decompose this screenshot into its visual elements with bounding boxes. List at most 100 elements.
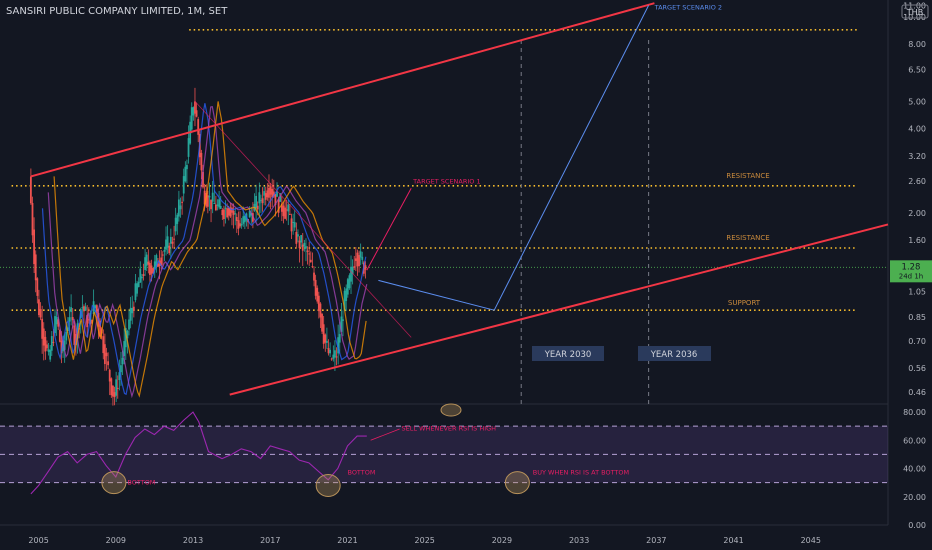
candle-body bbox=[29, 176, 32, 204]
candle-body bbox=[66, 327, 69, 332]
rsi-tick-label: 40.00 bbox=[903, 465, 926, 474]
candle-body bbox=[36, 278, 39, 296]
trend-channel_lower bbox=[229, 223, 889, 396]
candle-body bbox=[124, 328, 127, 348]
candle-body bbox=[108, 369, 111, 382]
moving-average-line bbox=[41, 103, 367, 396]
candle-body bbox=[149, 262, 151, 275]
candle-body bbox=[293, 222, 296, 228]
candle-body bbox=[300, 235, 303, 243]
candle-body bbox=[129, 307, 132, 321]
candle-body bbox=[279, 193, 282, 202]
decline-diagonal-line bbox=[194, 101, 412, 338]
candle-body bbox=[221, 209, 224, 216]
rsi-tick-label: 80.00 bbox=[903, 408, 926, 417]
candle-body bbox=[192, 107, 195, 116]
candle-body bbox=[186, 165, 188, 170]
candle-body bbox=[49, 349, 52, 360]
candle-body bbox=[50, 336, 53, 351]
candle-body bbox=[317, 295, 320, 312]
scenario-2-path bbox=[378, 5, 650, 311]
chart-title: SANSIRI PUBLIC COMPANY LIMITED, 1M, SET bbox=[6, 6, 228, 17]
candle-body bbox=[219, 205, 222, 209]
candle-body bbox=[216, 204, 219, 206]
candle-body bbox=[99, 320, 101, 337]
candle-body bbox=[160, 257, 163, 266]
year-2030-label: YEAR 2030 bbox=[544, 350, 592, 360]
candle-body bbox=[208, 195, 211, 198]
candle-body bbox=[327, 348, 330, 354]
price-tick-label: 0.70 bbox=[908, 337, 926, 346]
price-tick-label: 0.56 bbox=[908, 364, 926, 373]
candle-body bbox=[343, 290, 346, 311]
moving-average-line bbox=[47, 106, 368, 399]
candle-body bbox=[329, 349, 332, 354]
candle-body bbox=[147, 261, 150, 265]
candle-body bbox=[179, 205, 182, 210]
candle-body bbox=[269, 186, 272, 195]
candle-body bbox=[261, 198, 264, 204]
price-tick-label: 8.00 bbox=[908, 40, 926, 49]
candle-body bbox=[264, 193, 267, 200]
candle-body bbox=[274, 194, 277, 206]
candle-body bbox=[177, 199, 180, 217]
year-2036-label: YEAR 2036 bbox=[650, 350, 698, 360]
candle-body bbox=[44, 336, 47, 352]
candle-body bbox=[340, 316, 343, 332]
candle-body bbox=[311, 266, 314, 268]
candle-body bbox=[234, 213, 237, 215]
candle-body bbox=[305, 246, 307, 249]
candle-body bbox=[163, 249, 166, 252]
candle-body bbox=[319, 303, 322, 318]
candle-body bbox=[260, 200, 262, 202]
current-price-value: 1.28 bbox=[902, 262, 921, 272]
candle-body bbox=[128, 319, 130, 330]
candle-body bbox=[211, 192, 214, 202]
rsi-sell-arrow bbox=[370, 428, 400, 441]
candle-body bbox=[194, 101, 196, 114]
candle-body bbox=[280, 203, 283, 212]
time-tick-label: 2033 bbox=[569, 536, 589, 545]
annotation-rsi-buy: BUY WHEN RSI IS AT BOTTOM bbox=[533, 469, 629, 477]
candle-body bbox=[295, 231, 298, 244]
rsi-bottom-circle bbox=[504, 471, 530, 495]
candle-body bbox=[197, 119, 200, 135]
candle-body bbox=[131, 307, 134, 314]
candle-body bbox=[235, 217, 238, 221]
candle-body bbox=[361, 256, 364, 260]
candle-body bbox=[60, 340, 63, 354]
candle-body bbox=[239, 223, 241, 227]
candle-body bbox=[52, 341, 55, 343]
price-tick-label: 2.60 bbox=[908, 177, 926, 186]
annotation-resistance-upper: RESISTANCE bbox=[726, 172, 769, 180]
price-tick-label: 5.00 bbox=[908, 97, 926, 106]
candle-body bbox=[348, 275, 351, 289]
candle-body bbox=[110, 378, 113, 396]
candle-body bbox=[86, 314, 89, 328]
candle-body bbox=[140, 276, 143, 279]
candle-body bbox=[303, 242, 306, 247]
candle-body bbox=[139, 268, 142, 283]
candle-body bbox=[95, 305, 98, 314]
candle-body bbox=[47, 349, 50, 353]
candle-body bbox=[142, 274, 145, 276]
candle-body bbox=[292, 221, 295, 223]
candle-body bbox=[150, 265, 153, 274]
candle-body bbox=[54, 316, 56, 334]
candle-body bbox=[181, 201, 184, 203]
rsi-bottom-circle bbox=[101, 471, 127, 495]
candle-body bbox=[248, 210, 251, 218]
trend-channel_upper bbox=[30, 2, 655, 178]
candle-body bbox=[213, 202, 216, 204]
candle-body bbox=[338, 334, 341, 343]
candle-body bbox=[165, 239, 167, 250]
candle-body bbox=[166, 236, 169, 248]
candle-body bbox=[42, 328, 45, 346]
candle-body bbox=[34, 254, 37, 281]
year-2036-box bbox=[638, 346, 711, 361]
candle-body bbox=[324, 334, 327, 343]
candle-body bbox=[31, 202, 34, 236]
candle-body bbox=[346, 279, 349, 295]
candle-body bbox=[345, 288, 348, 302]
